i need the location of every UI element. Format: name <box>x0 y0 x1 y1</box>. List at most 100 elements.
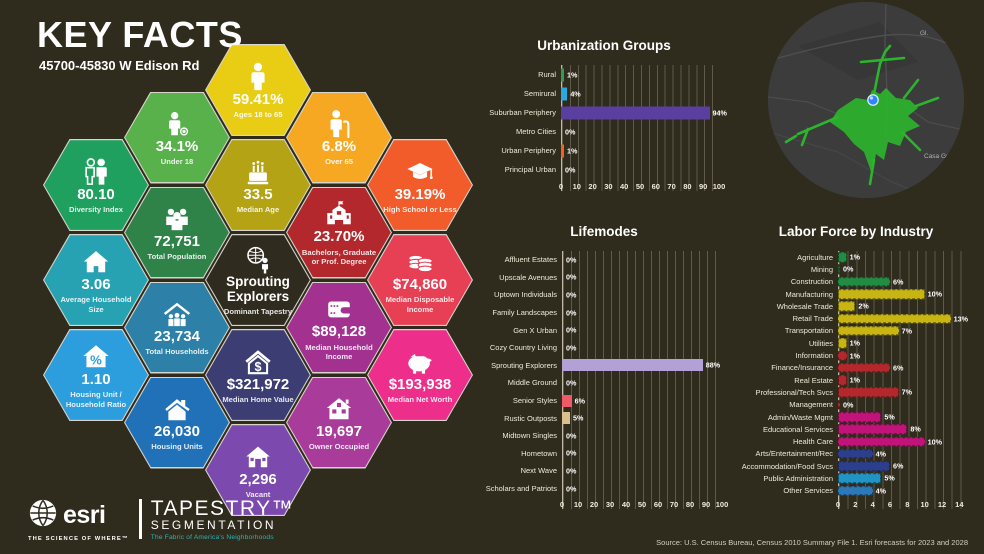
hex-label: Average Household Size <box>60 295 132 314</box>
map-canvas: Gl. Casa Gra <box>768 2 964 198</box>
chart-row-track: 0% <box>562 339 722 357</box>
hex-value: 39.19% <box>394 185 446 203</box>
hex-content: 23.70% Bachelors, Graduate or Prof. Degre… <box>286 187 392 279</box>
axis-tick-label: 50 <box>637 500 647 510</box>
chart-row: Scholars and Patriots 0% <box>486 480 722 498</box>
chart-row: Rural 1% <box>489 65 719 84</box>
chart-row: Metro Cities 0% <box>489 122 719 141</box>
chart-row-label: Urban Periphery <box>501 146 556 155</box>
adult-icon <box>243 61 273 91</box>
chart-row-label: Management <box>789 400 833 410</box>
axis-tick-label: 90 <box>699 182 708 191</box>
axis-tick-label: 6 <box>887 499 893 509</box>
hex-total-households: 23,734 Total Households <box>124 281 230 374</box>
lifemodes-chart: Lifemodes Affluent Estates 0% Upscale Avenu… <box>486 224 728 510</box>
household-family-icon <box>162 298 192 328</box>
axis-tick-label: 80 <box>683 182 692 191</box>
axis-tick-label: 10 <box>572 182 581 191</box>
hex-diversity-index: 80.10 Diversity Index <box>43 139 149 231</box>
hex-median-age: 33.5 Median Age <box>205 139 311 231</box>
bar-value-label: 1% <box>567 146 578 155</box>
school-building-icon <box>324 198 354 228</box>
bar-value-label: 1% <box>567 70 578 79</box>
hex-content: % 1.10 Housing Unit / Household Ratio <box>43 329 149 421</box>
graduation-cap-icon <box>405 156 435 186</box>
hex-value: 72,751 <box>154 233 200 251</box>
hex-total-population: 72,751 Total Population <box>124 186 230 279</box>
chart-row-label: Mining <box>810 264 833 274</box>
chart-row-label: Principal Urban <box>504 165 556 174</box>
bar <box>562 394 572 407</box>
axis-tick-label: 10 <box>920 499 929 509</box>
chart-row: Admin/Waste Mgmt 5% <box>744 411 968 423</box>
chart-row-track: 88% <box>562 357 722 375</box>
hex-value: $321,972 <box>226 375 290 393</box>
axis-tick-label: 40 <box>620 182 629 191</box>
bar-value-label: 0% <box>566 272 577 282</box>
bar-value-label: 13% <box>953 314 969 324</box>
chart-row-label: Arts/Entertainment/Rec <box>755 449 833 459</box>
hex-label: Total Households <box>145 347 209 357</box>
chart-row-label: Transportation <box>784 326 833 336</box>
esri-logo: esri THE SCIENCE OF WHERE™ <box>28 498 129 542</box>
chart-row: Educational Services 8% <box>744 423 968 435</box>
bar-value-label: 0% <box>843 400 854 410</box>
bar <box>561 106 710 119</box>
chart-row-label: Rural <box>538 70 556 79</box>
bar <box>838 486 873 496</box>
hex-average-household-size: 3.06 Average Household Size <box>43 234 149 326</box>
chart-row-label: Wholesale Trade <box>776 301 833 311</box>
bar <box>838 399 840 410</box>
hex-value: 23.70% <box>313 228 365 246</box>
bar <box>838 473 882 484</box>
axis-tick-label: 0 <box>559 500 565 510</box>
tapestry-subtitle: SEGMENTATION <box>150 518 277 532</box>
hex-label: High School or Less <box>383 204 457 214</box>
chart-row: Mining 0% <box>744 263 968 275</box>
bar-value-label: 0% <box>566 466 577 476</box>
chart-row-track: 1% <box>838 337 968 349</box>
chart-row-track: 0% <box>562 304 722 322</box>
chart-plot: Agriculture 1% Mining 0% Construction 6% Manuf… <box>742 251 968 509</box>
hex-label: Under 18 <box>160 157 194 167</box>
chart-row-track: 0% <box>562 462 722 480</box>
bar-value-label: 4% <box>875 486 887 496</box>
bar-value-label: 6% <box>893 277 904 287</box>
chart-row-label: Retail Trade <box>792 314 833 324</box>
chart-row: Gen X Urban 0% <box>486 321 722 339</box>
chart-row: Manufacturing 10% <box>744 288 968 300</box>
chart-row: Arts/Entertainment/Rec 4% <box>744 448 968 460</box>
chart-row: Rustic Outposts 5% <box>486 409 722 427</box>
hex-label: Bachelors, Graduate or Prof. Degree <box>301 247 377 267</box>
chart-row: Affluent Estates 0% <box>486 251 722 269</box>
chart-row-track: 13% <box>838 312 968 324</box>
hex-content: 34.1% Under 18 <box>124 92 230 184</box>
hex-ages-18-to-65: 59.41% Ages 18 to 65 <box>205 44 311 136</box>
house-icon <box>81 246 111 276</box>
chart-row-label: Next Wave <box>520 466 557 476</box>
hex-content: 33.5 Median Age <box>205 139 311 231</box>
bar-value-label: 2% <box>858 301 869 311</box>
bar-value-label: 5% <box>884 412 895 422</box>
chart-row-track: 4% <box>838 485 968 497</box>
chart-row-track: 1% <box>561 65 719 84</box>
chart-row-track: 0% <box>562 480 722 498</box>
hex-content: 19,697 Owner Occupied <box>286 377 392 469</box>
hex-value: 34.1% <box>155 138 199 156</box>
chart-row: Midtown Singles 0% <box>486 427 722 445</box>
hex-content: 3.06 Average Household Size <box>43 234 149 326</box>
map-place-label: Casa Gra <box>924 153 952 160</box>
bar <box>838 301 856 312</box>
bar-value-label: 0% <box>566 325 577 335</box>
chart-x-axis: 0 10 20 30 40 50 60 70 80 90 100 <box>559 179 725 191</box>
chart-row: Accommodation/Food Svcs 6% <box>742 460 968 472</box>
chart-row-label: Admin/Waste Mgmt <box>767 412 833 422</box>
bar-value-label: 1% <box>849 338 861 348</box>
source-note: Source: U.S. Census Bureau, Census 2010 … <box>656 538 968 547</box>
axis-tick-label: 70 <box>667 182 676 191</box>
hex-label: Ages 18 to 65 <box>233 109 283 119</box>
hex-content: 6.8% Over 65 <box>286 92 392 184</box>
map-terrain-patch <box>798 22 918 80</box>
chart-row-label: Cozy Country Living <box>489 343 557 353</box>
